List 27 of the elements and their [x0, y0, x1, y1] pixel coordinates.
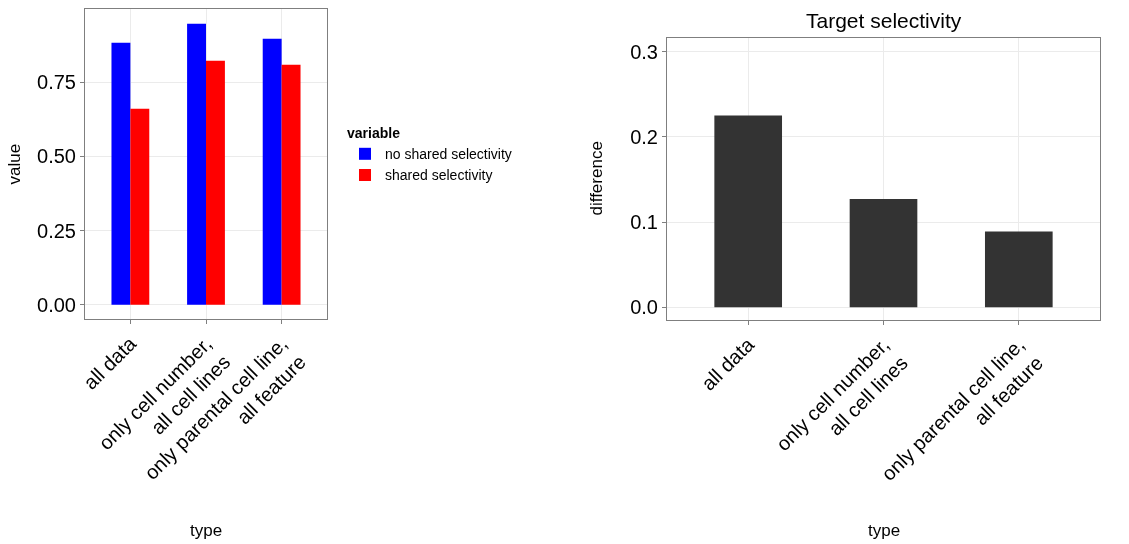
y-tick-label: 0.0 [630, 296, 658, 319]
y-tick-label: 0.1 [630, 211, 658, 234]
legend-label: shared selectivity [385, 167, 493, 184]
y-tick-label: 0.50 [37, 145, 76, 168]
legend-title: variable [347, 125, 401, 142]
bar [262, 38, 282, 305]
chart-title: Target selectivity [806, 9, 962, 32]
y-axis-title: difference [586, 141, 606, 216]
y-tick-label: 0.75 [37, 71, 76, 94]
bar [206, 60, 225, 305]
x-tick-label: all data [696, 332, 759, 395]
bar [281, 64, 301, 305]
x-tick-label: all data [79, 331, 141, 394]
legend-label: no shared selectivity [385, 146, 512, 163]
y-tick-label: 0.3 [630, 40, 658, 63]
y-tick-label: 0.25 [37, 219, 76, 242]
x-axis-title: type [868, 521, 901, 540]
bar [187, 23, 206, 305]
bar [984, 231, 1053, 308]
y-tick-label: 0.2 [630, 125, 658, 148]
x-axis-title: type [190, 521, 223, 540]
bar [849, 199, 918, 308]
y-axis-title: value [4, 143, 24, 185]
bar [130, 108, 150, 305]
bar [111, 42, 131, 305]
bar [714, 115, 783, 308]
y-tick-label: 0.00 [37, 293, 76, 316]
